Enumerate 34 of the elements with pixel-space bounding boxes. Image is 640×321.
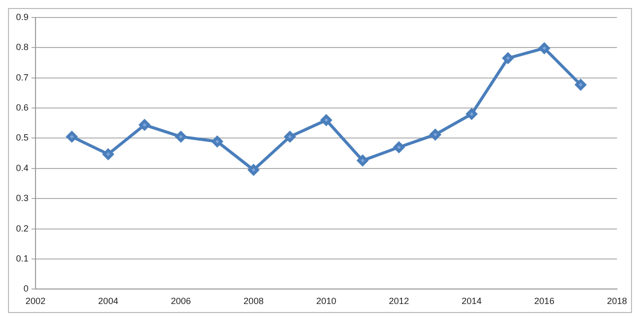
y-tick-label: 0.3 <box>16 193 29 204</box>
point <box>575 79 586 90</box>
point <box>502 52 514 64</box>
x-tick-label: 2008 <box>244 296 264 306</box>
point <box>466 108 478 120</box>
x-tick-label: 2014 <box>462 296 482 306</box>
point <box>284 131 296 142</box>
point <box>175 131 186 142</box>
point <box>357 155 368 166</box>
point <box>393 142 404 153</box>
y-tick-label: 0.7 <box>16 72 29 82</box>
x-tick-label: 2010 <box>316 296 336 306</box>
y-tick-label: 0.4 <box>16 162 29 173</box>
x-tick-label: 2006 <box>170 296 191 306</box>
point <box>320 114 332 126</box>
y-tick-label: 0 <box>23 284 29 294</box>
point <box>102 148 114 160</box>
point <box>66 131 78 142</box>
y-tick-label: 0.5 <box>16 132 29 143</box>
x-tick-label: 2004 <box>98 296 118 306</box>
x-tick-label: 2012 <box>388 296 409 306</box>
y-tick-label: 0.8 <box>16 42 29 52</box>
x-tick-label: 2016 <box>534 296 554 306</box>
x-tick-label: 2018 <box>606 296 628 306</box>
x-tick-label: 2002 <box>25 296 46 306</box>
y-tick-label: 0.9 <box>16 12 29 22</box>
point <box>212 136 223 148</box>
y-tick-label: 0.2 <box>16 223 29 234</box>
point <box>430 129 441 140</box>
point <box>139 119 150 130</box>
y-tick-label: 0.6 <box>16 102 29 112</box>
point <box>248 164 260 176</box>
y-tick-label: 0.1 <box>16 253 29 264</box>
point <box>538 42 550 54</box>
